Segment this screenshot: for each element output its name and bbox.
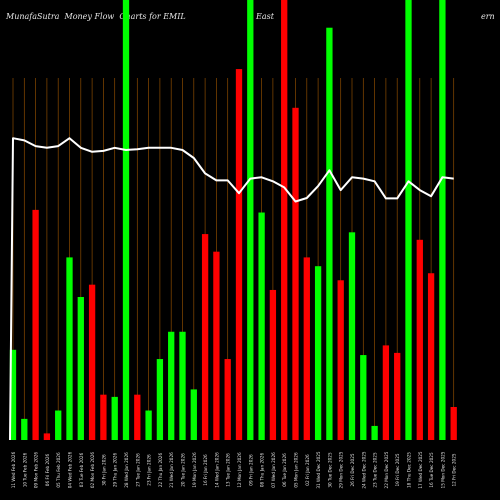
bar-39	[450, 407, 457, 440]
bar-24	[281, 0, 288, 440]
bar-28	[326, 27, 333, 440]
x-tick-label: 15 Mon Dec 2025	[440, 451, 445, 488]
bar-18	[213, 251, 220, 440]
money-flow-line	[9, 137, 454, 441]
bar-16	[190, 389, 197, 440]
x-tick-label: 04 Wed Feb 2026	[68, 451, 73, 488]
x-tick-label: 03 Tue Feb 2026	[79, 452, 84, 487]
x-tick-label: 26 Fri Dec 2025	[350, 453, 355, 486]
x-tick-label: 05 Mon Jan 2026	[294, 452, 299, 488]
bar-21	[247, 0, 254, 440]
bar-34	[394, 352, 401, 440]
chart-bars	[9, 0, 457, 441]
bar-31	[360, 355, 367, 440]
bar-23	[269, 289, 277, 440]
x-tick-label: 06 Fri Feb 2026	[45, 453, 50, 486]
bar-12	[145, 410, 152, 440]
x-tick-label: 16 Tue Dec 2025	[429, 452, 434, 488]
bar-4	[55, 410, 62, 440]
bar-30	[348, 232, 356, 440]
x-tick-label: 22 Thu Jan 2026	[158, 453, 163, 488]
x-tick-label: 24 Wed Dec 2025	[361, 451, 366, 489]
x-tick-label: 12 Fri Dec 2025	[452, 453, 457, 486]
x-tick-label: 07 Wed Jan 2026	[271, 452, 276, 488]
bar-20	[235, 69, 243, 440]
x-tick-label: 23 Fri Jan 2026	[147, 454, 152, 486]
bar-0	[9, 349, 17, 440]
bar-35	[405, 0, 412, 440]
bar-15	[179, 331, 186, 440]
bar-13	[156, 359, 164, 440]
bar-10	[122, 0, 130, 440]
bar-29	[337, 280, 344, 440]
x-tick-label: 20 Tue Jan 2026	[181, 453, 186, 487]
x-tick-label: 02 Mon Feb 2026	[90, 452, 95, 489]
bar-22	[258, 212, 265, 440]
x-tick-label: 05 Thu Feb 2026	[56, 452, 61, 488]
x-tick-label: 08 Thu Jan 2026	[260, 453, 265, 488]
bar-2	[32, 209, 39, 440]
x-tick-label: 19 Mon Jan 2026	[192, 452, 197, 488]
bar-17	[201, 234, 209, 440]
x-tick-label: 28 Wed Jan 2026	[124, 452, 129, 488]
chart-title-left: MunafaSutra Money Flow Charts for EMIL	[6, 12, 186, 21]
bar-36	[416, 239, 423, 440]
x-tick-label: 22 Mon Dec 2025	[384, 451, 389, 488]
x-tick-label: 30 Fri Jan 2026	[101, 454, 106, 486]
bar-6	[77, 297, 84, 440]
x-tick-labels: 11 Wed Feb 2026 10 Tue Feb 2026 09 Mon Feb…	[11, 451, 457, 489]
chart-line	[9, 137, 454, 441]
x-tick-label: 10 Tue Feb 2026	[22, 452, 27, 487]
x-tick-label: 31 Wed Dec 2025	[316, 451, 321, 489]
bar-19	[224, 359, 231, 440]
bar-11	[134, 394, 141, 440]
x-tick-label: 27 Tue Jan 2026	[135, 453, 140, 487]
x-tick-label: 17 Wed Dec 2025	[418, 451, 423, 489]
bar-33	[382, 345, 390, 440]
x-tick-label: 09 Fri Jan 2026	[248, 454, 253, 486]
bar-7	[88, 284, 96, 440]
bar-27	[314, 266, 322, 440]
x-tick-label: 02 Fri Jan 2026	[305, 454, 310, 486]
x-tick-label: 16 Fri Jan 2026	[203, 454, 208, 486]
bar-37	[427, 273, 435, 440]
x-tick-label: 11 Wed Feb 2026	[11, 451, 16, 488]
bar-32	[371, 425, 378, 440]
chart-title-middle: East	[256, 12, 274, 21]
bar-5	[66, 257, 73, 440]
x-tick-label: 12 Mon Jan 2026	[237, 452, 242, 488]
x-tick-label: 19 Fri Dec 2025	[395, 453, 400, 486]
x-tick-label: 30 Tue Dec 2025	[327, 452, 332, 488]
x-tick-label: 06 Tue Jan 2026	[282, 453, 287, 487]
bar-9	[111, 396, 118, 440]
x-tick-label: 29 Thu Jan 2026	[113, 453, 118, 488]
bar-38	[439, 0, 446, 440]
x-tick-label: 13 Tue Jan 2026	[226, 453, 231, 487]
bar-14	[168, 331, 175, 440]
bar-8	[100, 394, 107, 440]
x-tick-label: 09 Mon Feb 2026	[34, 452, 39, 489]
x-tick-label: 14 Wed Jan 2026	[214, 452, 219, 488]
bar-26	[303, 257, 310, 440]
x-tick-label: 23 Tue Dec 2025	[373, 452, 378, 488]
x-tick-label: 18 Thu Dec 2025	[407, 452, 412, 488]
x-tick-label: 29 Mon Dec 2025	[339, 451, 344, 488]
bar-1	[21, 418, 28, 440]
x-tick-label: 21 Wed Jan 2026	[169, 452, 174, 488]
bar-25	[292, 107, 299, 441]
bar-3	[43, 433, 51, 440]
